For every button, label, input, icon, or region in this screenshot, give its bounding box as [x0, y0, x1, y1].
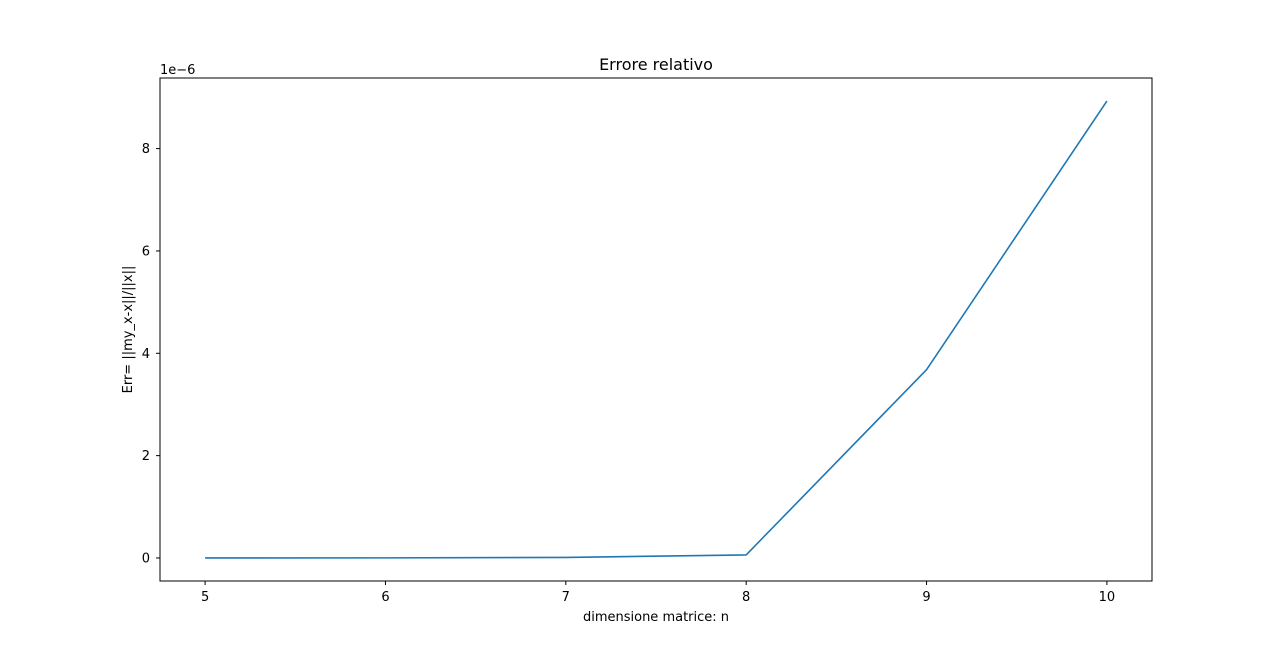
x-tick-label: 6	[381, 590, 389, 605]
axes-frame	[159, 77, 1153, 582]
y-tick-label: 0	[142, 551, 150, 566]
plot-layer	[205, 100, 1108, 559]
y-offset-label: 1e−6	[160, 63, 195, 78]
y-tick-label: 8	[142, 142, 150, 157]
x-tick-label: 9	[922, 590, 930, 605]
x-axis-label: dimensione matrice: n	[583, 610, 729, 625]
x-tick-label: 7	[562, 590, 570, 605]
x-tick-label: 8	[742, 590, 750, 605]
y-axis-label: Err= ||my_x-x||/||x||	[121, 266, 136, 394]
y-tick-label: 6	[142, 244, 150, 259]
x-axis-ticks: 5 6 7 8 9 10	[201, 581, 1115, 605]
y-axis-ticks: 0 2 4 6 8	[142, 142, 160, 566]
x-tick-label: 10	[1099, 590, 1116, 605]
series-line	[205, 100, 1108, 559]
y-tick-label: 4	[142, 347, 150, 362]
y-tick-label: 2	[142, 449, 150, 464]
chart-title: Errore relativo	[599, 55, 713, 74]
x-tick-label: 5	[201, 590, 209, 605]
